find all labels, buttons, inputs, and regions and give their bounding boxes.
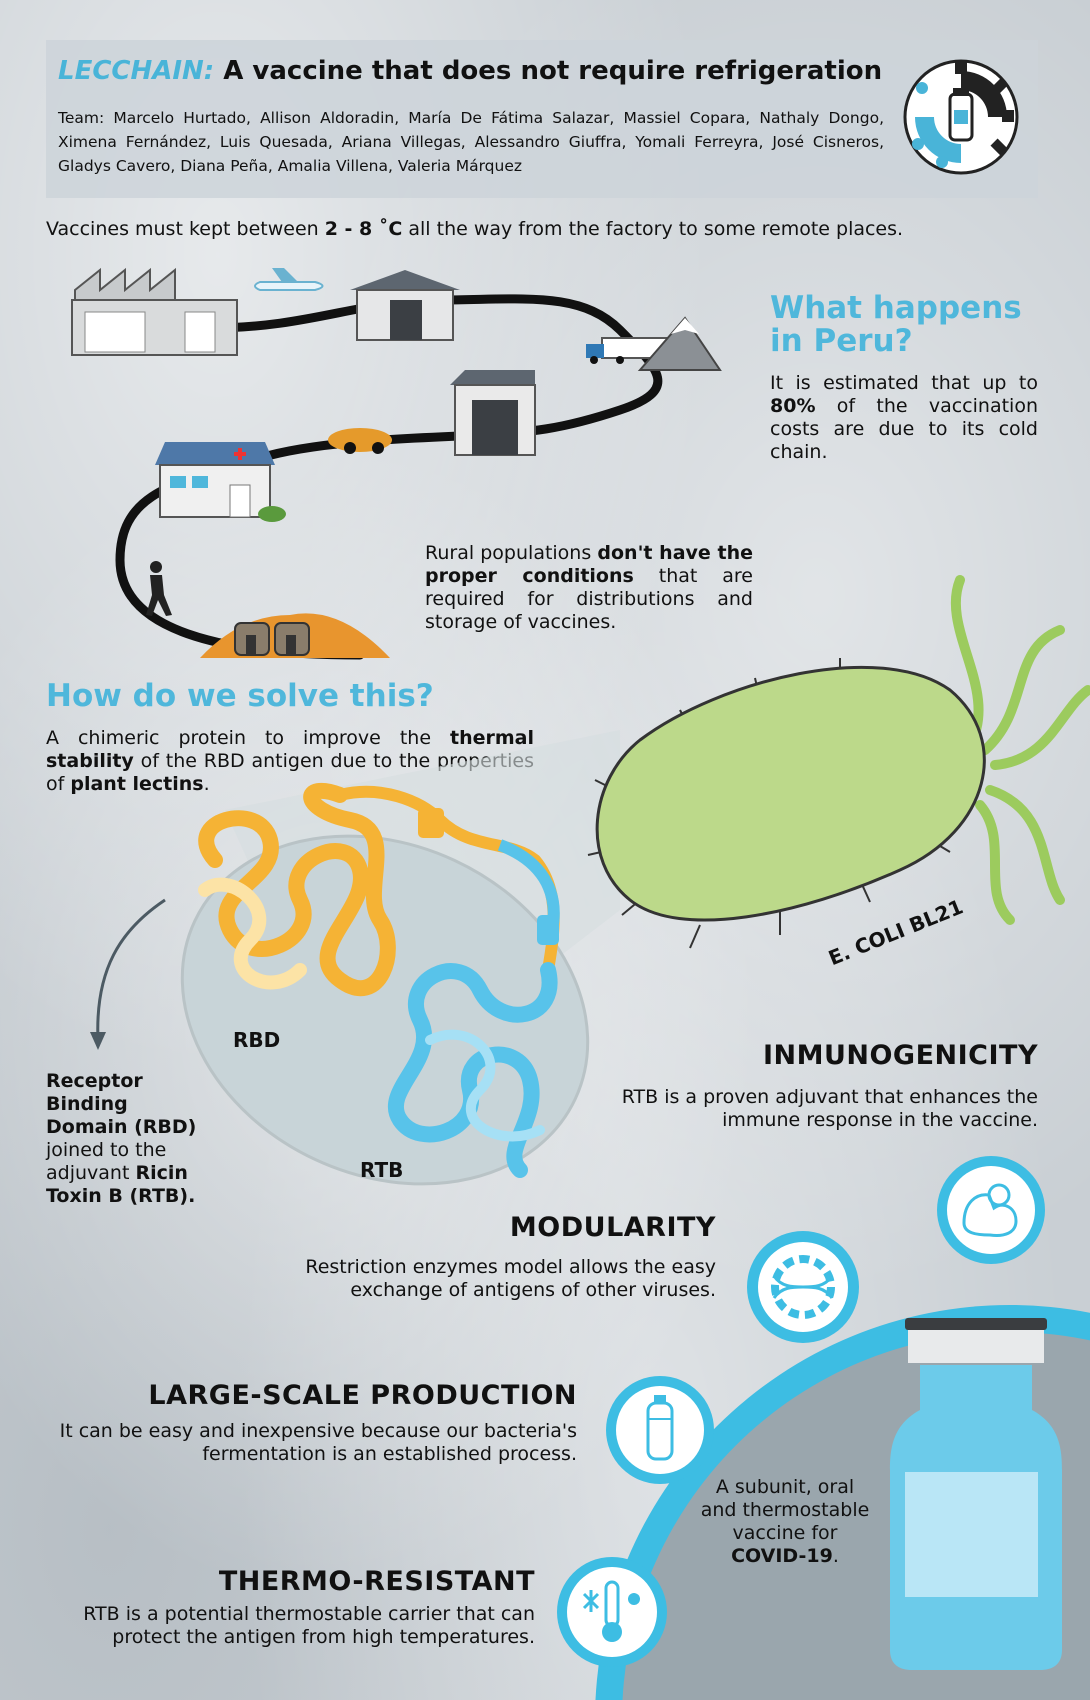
title-rest: A vaccine that does not require refriger… — [214, 56, 883, 86]
cold-chain-intro: Vaccines must kept between 2 - 8 ˚C all … — [46, 218, 904, 240]
cold-chain-route-illustration — [71, 267, 722, 660]
large-title: LARGE-SCALE PRODUCTION — [148, 1380, 577, 1411]
thermo-title: THERMO-RESISTANT — [218, 1566, 535, 1597]
mod-text: Restriction enzymes model allows the eas… — [305, 1256, 716, 1301]
peru-text: It is estimated that up to 80% of the va… — [770, 372, 1038, 463]
solve-heading: How do we solve this? — [46, 678, 434, 714]
mod-title: MODULARITY — [509, 1212, 716, 1243]
peru-heading: What happens in Peru? — [770, 290, 1022, 359]
village-icon — [200, 613, 390, 658]
bacteria-body — [595, 665, 986, 922]
factory-icon — [71, 267, 238, 356]
motorcycle-icon — [328, 428, 392, 454]
airplane-icon — [254, 268, 324, 291]
dna-gear-icon — [747, 1231, 859, 1343]
header-panel — [46, 40, 1038, 198]
gas-cylinder-icon — [606, 1376, 714, 1484]
vaccine-ring-illustration — [595, 1305, 1090, 1700]
page-title: LECCHAIN: A vaccine that does not requir… — [58, 56, 882, 86]
rbd-label: RBD — [233, 1028, 281, 1052]
thermo-text: RTB is a potential thermostable carrier … — [83, 1603, 535, 1648]
vaccine-bottle — [890, 1318, 1062, 1670]
large-text: It can be easy and inexpensive because o… — [59, 1420, 577, 1465]
vaccine-gear-virus-icon — [903, 59, 1019, 175]
title-accent: LECCHAIN: — [58, 56, 215, 86]
rtb-coil — [387, 962, 558, 1178]
vaccine-description: A subunit, oral and thermostable vaccine… — [700, 1476, 870, 1567]
immuno-text: RTB is a proven adjuvant that enhances t… — [621, 1086, 1038, 1131]
warehouse-icon-2 — [450, 370, 536, 456]
thermometer-snowflake-icon — [557, 1557, 667, 1667]
protein-zoom-bubble — [180, 834, 590, 1186]
hiker-icon — [146, 561, 172, 616]
pointer-arrow — [96, 898, 166, 1041]
team-list: Team: Marcelo Hurtado, Allison Aldoradin… — [58, 109, 884, 175]
mountain-icon — [637, 316, 722, 371]
rural-text: Rural populations don't have the proper … — [425, 542, 753, 633]
rtb-label: RTB — [360, 1158, 404, 1182]
protein-description: Receptor Binding Domain (RBD) joined to … — [46, 1070, 197, 1207]
immuno-title: INMUNOGENICITY — [762, 1040, 1038, 1071]
rbd-coil — [198, 782, 396, 996]
warehouse-icon-1 — [350, 270, 460, 341]
muscle-shield-icon — [937, 1156, 1045, 1264]
health-post-icon — [155, 442, 286, 522]
bacteria-illustration — [90, 575, 1090, 1186]
solve-text: A chimeric protein to improve the therma… — [46, 727, 534, 795]
